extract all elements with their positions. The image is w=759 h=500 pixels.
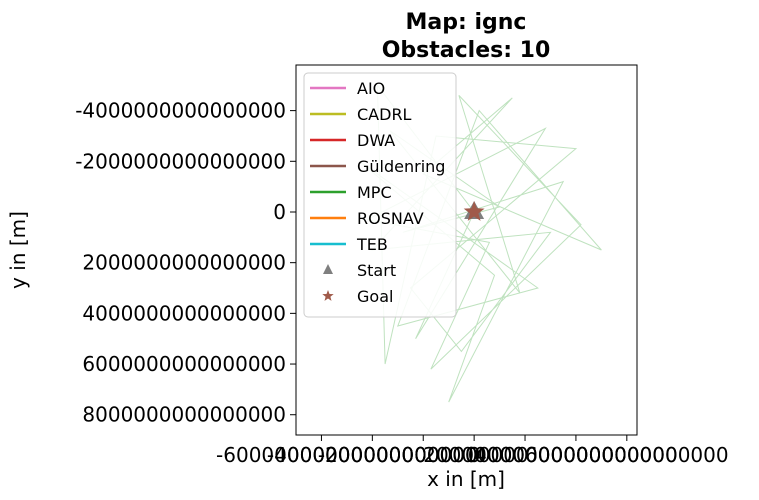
- plot-frame: [295, 64, 638, 436]
- legend-label: Start: [357, 261, 396, 280]
- legend-label: TEB: [356, 235, 388, 254]
- x-axis: -6000000000000000-4000000000000000-20000…: [216, 435, 729, 467]
- legend-label: Goal: [357, 287, 393, 306]
- legend-label: CADRL: [357, 105, 412, 124]
- chart-title-line-1: Map: ignc: [406, 10, 527, 35]
- y-tick-label: 0: [273, 200, 286, 224]
- x-tick-label: -2000000000000000: [318, 443, 529, 467]
- x-tick-label: -6000000000000000: [216, 443, 427, 467]
- x-tick-label: 4000000000000000: [474, 443, 678, 467]
- x-tick-label: 2000000000000000: [423, 443, 627, 467]
- goal-marker: [463, 201, 485, 221]
- y-axis-label: y in [m]: [6, 211, 30, 289]
- y-tick-label: -2000000000000000: [75, 149, 286, 173]
- marker-layer: [463, 200, 485, 221]
- legend-label: ROSNAV: [357, 209, 424, 228]
- x-axis-label: x in [m]: [427, 467, 505, 491]
- y-tick-label: 2000000000000000: [82, 251, 286, 275]
- legend-label: MPC: [357, 183, 392, 202]
- legend-label: DWA: [357, 131, 395, 150]
- y-tick-label: 4000000000000000: [82, 301, 286, 325]
- legend-goal-marker: [322, 290, 334, 301]
- legend: AIO CADRL DWA Güldenring MPC ROSNAV TEB Start Go…: [303, 72, 457, 318]
- legend-label: Güldenring: [357, 157, 445, 176]
- x-tick-label: 6000000000000000: [525, 443, 729, 467]
- y-tick-label: 6000000000000000: [82, 352, 286, 376]
- legend-box: [303, 72, 457, 318]
- chart-title-line-2: Obstacles: 10: [382, 38, 551, 63]
- legend-start-marker: [323, 264, 333, 274]
- x-tick-label: -4000000000000000: [267, 443, 478, 467]
- y-axis: -4000000000000000 -2000000000000000 0 20000…: [75, 99, 296, 427]
- x-tick-label: 0: [468, 443, 481, 467]
- y-tick-label: 8000000000000000: [82, 403, 286, 427]
- y-tick-label: -4000000000000000: [75, 99, 286, 123]
- legend-label: AIO: [357, 79, 385, 98]
